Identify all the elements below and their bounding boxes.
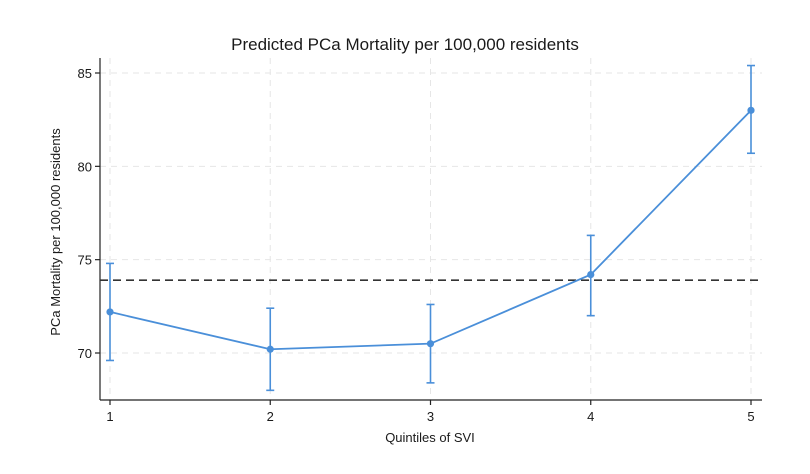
y-axis-label: PCa Mortality per 100,000 residents bbox=[48, 128, 63, 336]
data-point-5 bbox=[747, 106, 755, 114]
data-point-4 bbox=[587, 271, 595, 279]
x-tick-label-1: 1 bbox=[106, 409, 113, 424]
data-point-3 bbox=[426, 340, 435, 348]
y-tick-label-2: 75 bbox=[78, 253, 92, 268]
y-tick-label-3: 80 bbox=[78, 159, 92, 174]
axes bbox=[95, 58, 762, 405]
x-tick-label-4: 4 bbox=[587, 409, 594, 424]
chart-title: Predicted PCa Mortality per 100,000 resi… bbox=[231, 35, 579, 54]
x-tick-label-3: 3 bbox=[427, 409, 434, 424]
data-points bbox=[106, 106, 755, 353]
x-tick-label-2: 2 bbox=[267, 409, 274, 424]
grid bbox=[100, 58, 762, 400]
x-tick-label-5: 5 bbox=[747, 409, 754, 424]
y-tick-label-4: 85 bbox=[78, 66, 92, 81]
y-tick-label-1: 70 bbox=[78, 346, 92, 361]
x-axis-label: Quintiles of SVI bbox=[385, 430, 475, 445]
data-point-2 bbox=[266, 345, 274, 353]
data-point-1 bbox=[106, 308, 114, 316]
y-tick-labels: 70 75 80 85 bbox=[78, 66, 92, 361]
x-tick-labels: 1 2 3 4 5 bbox=[106, 409, 754, 424]
